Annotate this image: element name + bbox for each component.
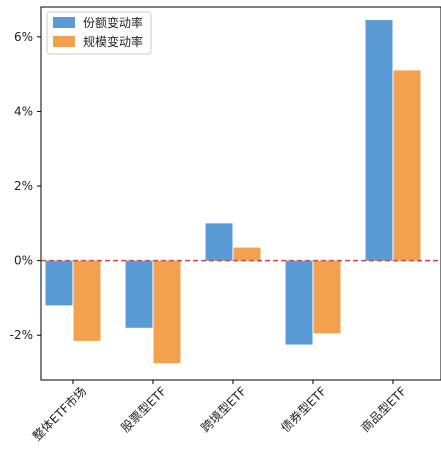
y-axis: -2% 0% 2% 4% 6% (10, 30, 41, 342)
plot-area (45, 20, 421, 364)
bar-share-change-3 (285, 260, 313, 345)
bar-scale-change-1 (153, 260, 181, 364)
bar-scale-change-4 (393, 70, 421, 261)
bar-share-change-0 (45, 260, 73, 306)
y-tick-label: -2% (10, 328, 33, 342)
x-axis: 整体ETF市场 股票型ETF 跨境型ETF 债券型ETF 商品型ETF (29, 380, 409, 443)
bar-share-change-2 (205, 223, 233, 261)
plot-frame (40, 6, 441, 381)
x-tick-label: 跨境型ETF (198, 383, 250, 435)
y-tick-label: 4% (14, 104, 33, 118)
y-tick-label: 0% (14, 254, 33, 268)
y-tick-label: 6% (14, 30, 33, 44)
y-tick-label: 2% (14, 179, 33, 193)
bar-scale-change-3 (313, 260, 341, 334)
legend-swatch-1 (53, 36, 75, 47)
x-tick-label: 股票型ETF (118, 384, 169, 435)
x-tick-label: 商品型ETF (358, 383, 410, 435)
bar-share-change-4 (365, 20, 393, 261)
legend-label-1: 规模变动率 (83, 34, 143, 49)
legend-swatch-0 (53, 17, 75, 28)
bar-share-change-1 (125, 260, 153, 328)
legend-label-0: 份额变动率 (83, 15, 143, 30)
bar-scale-change-2 (233, 247, 261, 261)
x-tick-label: 债券型ETF (278, 383, 330, 435)
x-tick-label: 整体ETF市场 (29, 384, 89, 444)
bar-scale-change-0 (73, 260, 101, 341)
